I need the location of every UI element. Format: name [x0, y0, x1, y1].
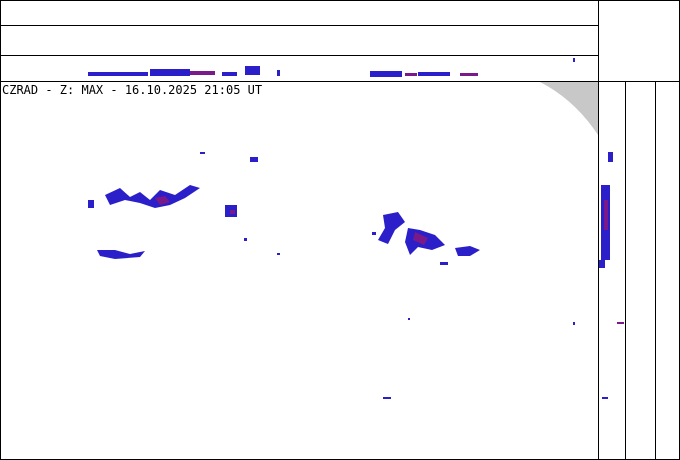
side-profile — [599, 152, 624, 399]
top-profile — [88, 58, 575, 77]
radar-echoes — [88, 152, 575, 399]
radar-title: CZRAD - Z: MAX - 16.10.2025 21:05 UT — [2, 83, 262, 97]
no-coverage-area — [540, 82, 598, 135]
